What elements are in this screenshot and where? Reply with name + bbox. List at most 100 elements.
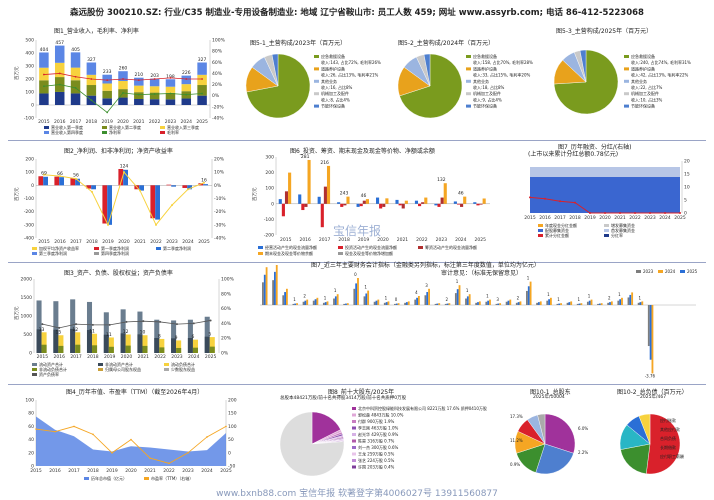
indicator-bar-2023	[312, 300, 315, 305]
revenue-label: 404	[40, 47, 49, 53]
legend-label: 营业收入第一季度	[51, 124, 83, 130]
revenue-svg: 500 400 300 200 100 0 -100 100% 80% 60% 40% 20% 0% -2…	[14, 38, 226, 136]
asset-label: 5	[208, 332, 211, 338]
x-tick-label: 2023	[165, 119, 177, 125]
pe-point	[92, 433, 94, 436]
revenue-label: 203	[150, 73, 159, 79]
indicator-bar-2025	[346, 303, 349, 305]
x-tick-label: 2017	[70, 354, 82, 360]
noncurrent-liability-bar	[192, 347, 198, 353]
revenue-bar	[134, 77, 144, 86]
indicator-bar-2023	[505, 301, 508, 305]
debt-ratio-point	[41, 323, 44, 326]
indicator-bar-2024	[527, 286, 530, 305]
legend-label: 2024	[665, 269, 676, 274]
slice-label: 17.3%	[510, 414, 523, 419]
legend-swatch	[604, 234, 609, 237]
asset-label: 6	[191, 334, 194, 340]
asset-bar	[204, 316, 210, 353]
revenue-bar	[134, 85, 144, 93]
indicator-bar-2023	[627, 297, 630, 305]
legend-swatch	[352, 459, 356, 462]
x-tick-label: 2021	[144, 468, 156, 474]
indicator-bar-2024	[649, 305, 652, 360]
y2-axis-tick: 0	[228, 450, 231, 456]
net-profit-bar	[150, 185, 156, 219]
holders-count-svg: 17.3% 6.0% 11.2% 2.2% 0.9%	[510, 413, 588, 475]
dividend-point	[559, 200, 561, 203]
legend-swatch	[466, 92, 471, 96]
indicator-label: -3.76	[645, 373, 656, 378]
asset-label: 12	[72, 327, 78, 333]
indicator-bar-2024	[324, 302, 327, 305]
y-axis-tick: 0	[684, 211, 687, 217]
y2-axis-tick: -10%	[214, 196, 226, 202]
x-tick-label: 2024	[455, 237, 467, 243]
indicator-label: 1	[293, 297, 296, 302]
y2-axis-tick: 0%	[212, 93, 220, 99]
indicator-bar-2025	[265, 267, 268, 305]
cashflow-bar	[398, 203, 402, 206]
revenue-bar	[181, 98, 192, 105]
pe-point	[168, 462, 170, 465]
noncurrent-liability-bar	[159, 347, 165, 353]
indicator-bar-2025	[560, 303, 562, 305]
y-axis-tick: 200	[25, 77, 34, 83]
legend-swatch	[624, 67, 629, 71]
y-axis-label: 百万元	[252, 187, 258, 201]
indicator-bar-2023	[617, 300, 620, 305]
x-tick-label: 2018	[87, 354, 99, 360]
cashflow-bar	[382, 203, 386, 207]
revenue-bar	[181, 84, 192, 92]
indicator-label: 1	[527, 276, 530, 281]
legend-swatch	[84, 477, 89, 480]
x-tick-label: 2017	[68, 468, 80, 474]
indicator-label: 1	[638, 295, 641, 300]
indicator-bar-2025	[285, 288, 288, 305]
legend-swatch	[624, 55, 629, 58]
indicator-bar-2025	[326, 301, 329, 305]
chart-subtitle: 2025年/10004	[533, 395, 565, 400]
legend-label: 机械加工及配件	[321, 90, 349, 96]
indicator-label: 1	[385, 295, 388, 300]
pe-point	[130, 438, 132, 441]
cashflow-bar	[479, 203, 483, 205]
y-axis-tick: 0	[31, 183, 34, 189]
x-tick-label: 2024	[188, 354, 200, 360]
legend-label: 道路养护设备	[321, 65, 345, 71]
indicator-bar-2023	[434, 303, 437, 305]
x-tick-label: 2016	[54, 354, 66, 360]
legend-swatch	[466, 67, 471, 71]
pe-point	[149, 457, 151, 459]
indicator-label: 1	[364, 285, 367, 290]
liability-bar	[92, 333, 98, 353]
debt-ratio-point	[108, 323, 111, 326]
x-tick-label: 2018	[87, 468, 99, 474]
x-tick-label: 2020	[118, 239, 130, 245]
legend-label: 收入:16, 占比8%	[321, 84, 353, 90]
chart-title: 图10-1_总股东	[530, 389, 571, 396]
pie-slice	[399, 53, 463, 119]
dividend-point	[619, 212, 621, 214]
legend-label: 期末现金及现金等价物余额	[265, 250, 313, 256]
legend-label: 收入:8, 占比4%	[321, 96, 350, 102]
indicator-bar-2025	[529, 281, 532, 305]
indicator-bar-2023	[292, 303, 295, 305]
chart-subtitle: 2025年/467	[640, 395, 667, 400]
indicator-bar-2025	[458, 285, 461, 305]
legend-label: 王龙 259万股 0.5%	[358, 451, 395, 457]
legend-swatch	[44, 126, 49, 129]
chart-revenue: 图1_营业收入，毛利率、净利率 500 400 300 200 100 0 -100 100%…	[14, 22, 234, 137]
legend-label: 年度现金分红金额	[545, 222, 577, 228]
legend-label: 其他业务	[321, 78, 337, 84]
y2-axis-tick: 0%	[221, 351, 229, 357]
indicator-label: 1	[466, 288, 469, 293]
dividend-point	[634, 212, 636, 214]
indicator-bar-2025	[407, 301, 410, 305]
asset-bar	[154, 319, 160, 353]
y-axis-tick: 300	[265, 155, 274, 161]
chart-shareholders: 图8_前十大股东/2025年 总股本48421万股/前十名共持股3414万股/前…	[260, 386, 500, 486]
gross-margin-line-point	[106, 79, 109, 82]
revenue-bar	[118, 71, 128, 82]
